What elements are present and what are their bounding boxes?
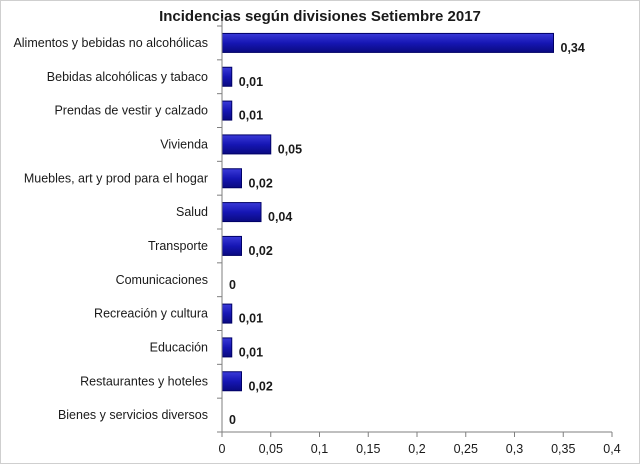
bar [221,371,242,392]
bar [221,337,233,358]
category-label: Bienes y servicios diversos [58,408,208,422]
category-label: Restaurantes y hoteles [80,374,208,388]
category-label: Transporte [148,239,208,253]
data-label: 0,02 [249,379,273,393]
x-tick-label: 0,25 [454,442,478,456]
bar [221,134,272,155]
data-label: 0,01 [239,75,263,89]
bar [221,168,242,189]
data-label: 0,05 [278,142,302,156]
data-label: 0,01 [239,312,263,326]
category-label: Vivienda [160,137,208,151]
data-label: 0,02 [249,176,273,190]
category-label: Comunicaciones [116,273,208,287]
x-tick-label: 0 [219,442,226,456]
bar [221,32,554,53]
x-tick-label: 0,1 [311,442,328,456]
category-label: Recreación y cultura [94,307,208,321]
x-tick-label: 0,05 [259,442,283,456]
data-label: 0 [229,278,236,292]
x-tick-label: 0,15 [356,442,380,456]
data-label: 0 [229,413,236,427]
bar [221,303,233,324]
category-label: Alimentos y bebidas no alcohólicas [13,36,208,50]
category-label: Muebles, art y prod para el hogar [24,171,208,185]
data-label: 0,04 [268,210,292,224]
data-label: 0,34 [561,41,585,55]
bar [221,66,233,87]
chart-title: Incidencias según divisiones Setiembre 2… [159,8,481,25]
category-label: Educación [150,340,208,354]
bar [221,235,242,256]
category-label: Salud [176,205,208,219]
data-label: 0,01 [239,109,263,123]
x-tick-label: 0,35 [551,442,575,456]
bar [221,202,262,223]
data-label: 0,01 [239,345,263,359]
category-label: Prendas de vestir y calzado [54,104,208,118]
bar [221,100,233,121]
x-tick-label: 0,3 [506,442,523,456]
category-label: Bebidas alcohólicas y tabaco [47,70,208,84]
x-tick-label: 0,4 [603,442,620,456]
x-tick-label: 0,2 [408,442,425,456]
data-label: 0,02 [249,244,273,258]
